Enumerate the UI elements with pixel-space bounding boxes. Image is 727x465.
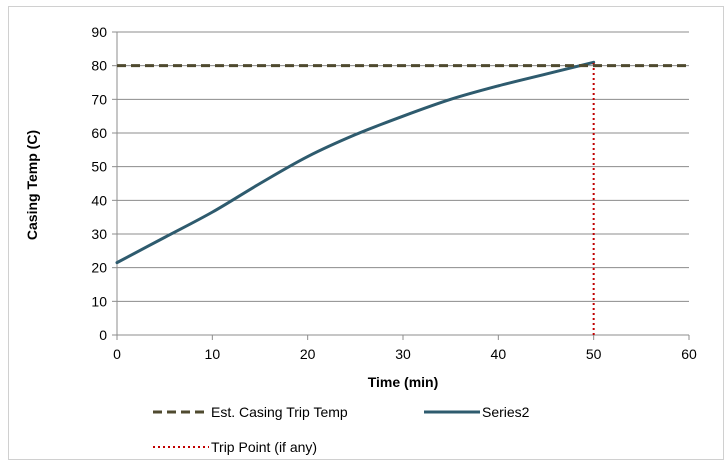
series-line-series2 [115,60,596,265]
y-tick-label: 20 [91,260,107,276]
x-tick-label: 10 [205,346,221,362]
y-axis-title: Casing Temp (C) [24,130,40,240]
legend-label-series2: Series2 [482,404,530,420]
y-tick-label: 60 [91,125,107,141]
y-tick-label: 90 [91,24,107,40]
y-tick-label: 10 [91,293,107,309]
x-tick-label: 60 [681,346,697,362]
y-tick-label: 30 [91,226,107,242]
series-lines [115,60,689,335]
legend-label-est-casing-trip-temp: Est. Casing Trip Temp [211,404,348,420]
x-tick-label: 50 [586,346,602,362]
y-tick-label: 80 [91,58,107,74]
x-tick-label: 30 [395,346,411,362]
x-tick-label: 40 [491,346,507,362]
chart-border [8,6,724,460]
x-tick-label: 20 [300,346,316,362]
legend: Est. Casing Trip Temp Series2 Trip Point (… [153,404,530,455]
grid-lines [117,31,689,302]
y-tick-label: 0 [99,327,107,343]
legend-label-trip-point-if-any: Trip Point (if any) [211,439,317,455]
y-tick-label: 50 [91,159,107,175]
y-tick-label: 70 [91,91,107,107]
y-tick-label: 40 [91,192,107,208]
x-axis-title: Time (min) [368,374,439,390]
axes [112,31,690,340]
tick-labels: 0 10 20 30 40 50 60 70 80 90 0 10 20 30 40 50 60 [91,24,697,362]
x-tick-label: 0 [113,346,121,362]
